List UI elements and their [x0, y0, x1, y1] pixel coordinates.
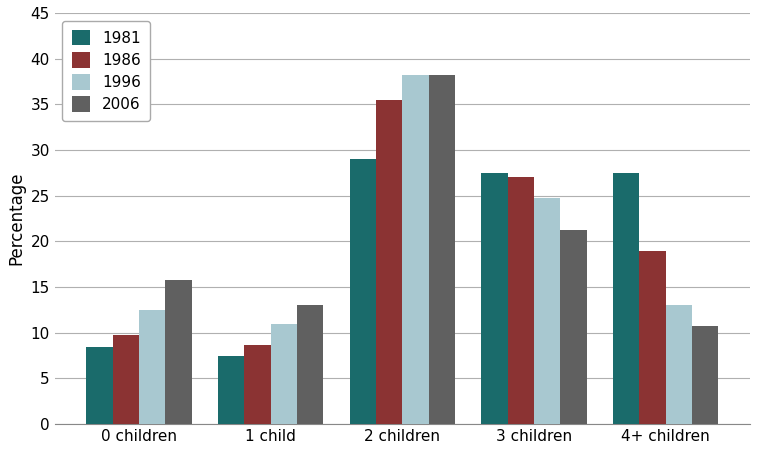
Bar [534, 198, 560, 424]
Bar [613, 173, 640, 424]
Bar [350, 159, 376, 424]
Bar [297, 305, 323, 424]
Bar [508, 177, 534, 424]
Bar [665, 305, 692, 424]
Bar [640, 251, 665, 424]
Bar [271, 324, 297, 424]
Bar [376, 100, 403, 424]
Bar [692, 327, 718, 424]
Bar [86, 346, 113, 424]
Bar [481, 173, 508, 424]
Bar [428, 75, 455, 424]
Bar [245, 345, 271, 424]
Bar [165, 280, 192, 424]
Legend: 1981, 1986, 1996, 2006: 1981, 1986, 1996, 2006 [62, 21, 150, 121]
Bar [139, 310, 165, 424]
Bar [113, 335, 139, 424]
Bar [560, 230, 587, 424]
Bar [218, 356, 245, 424]
Y-axis label: Percentage: Percentage [7, 172, 25, 265]
Bar [403, 75, 428, 424]
